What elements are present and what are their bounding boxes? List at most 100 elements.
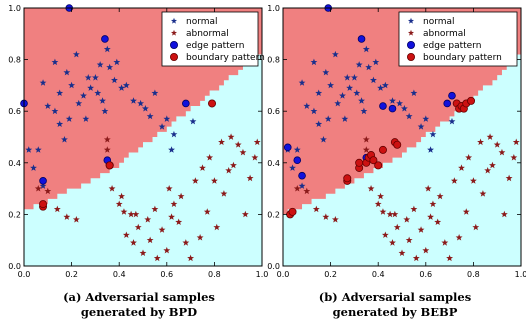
point-abnormal-b-32 xyxy=(458,164,465,171)
point-abnormal-a-6 xyxy=(103,146,111,153)
legend-marker-b-3 xyxy=(406,53,415,62)
caption-b: (b) Adversarial samples generated by BEB… xyxy=(264,290,526,320)
point-normal-b-6 xyxy=(310,107,318,115)
point-abnormal-b-27 xyxy=(436,192,444,200)
legend-label-b-2: edge pattern xyxy=(423,41,481,51)
point-abnormal-a-7 xyxy=(108,185,116,192)
point-normal-a-17 xyxy=(82,115,90,122)
legend-marker-b-1 xyxy=(407,29,415,36)
point-abnormal-b-14 xyxy=(391,210,399,218)
point-normal-a-29 xyxy=(118,84,125,91)
series-normal-a xyxy=(25,45,197,189)
x-tick-label-b-1: 0.2 xyxy=(324,270,337,279)
point-abnormal-a-0 xyxy=(34,185,42,192)
marker-edge-pattern-a-3 xyxy=(101,35,109,43)
legend-marker-a-1 xyxy=(170,29,178,36)
legend-label-b-0: normal xyxy=(423,17,455,27)
marker-boundary-pattern-b-3 xyxy=(343,174,352,183)
point-normal-a-32 xyxy=(137,99,145,107)
legend-label-a-3: boundary pattern xyxy=(186,53,265,63)
marker-boundary-pattern-a-1 xyxy=(39,200,48,209)
marker-boundary-pattern-a-3 xyxy=(105,161,114,170)
legend-box-b xyxy=(398,11,518,67)
point-abnormal-b-4 xyxy=(331,215,339,223)
point-abnormal-b-39 xyxy=(484,166,492,174)
point-abnormal-a-45 xyxy=(246,174,254,182)
point-abnormal-a-47 xyxy=(253,138,261,146)
point-abnormal-a-17 xyxy=(144,215,152,223)
point-normal-a-33 xyxy=(141,105,149,112)
point-normal-b-36 xyxy=(417,123,425,130)
point-normal-b-34 xyxy=(405,112,413,120)
point-normal-a-37 xyxy=(163,115,171,122)
point-abnormal-a-42 xyxy=(234,141,242,148)
point-abnormal-a-30 xyxy=(191,177,199,184)
point-normal-b-17 xyxy=(341,115,349,122)
point-abnormal-b-1 xyxy=(303,187,311,195)
point-normal-b-37 xyxy=(422,115,430,122)
point-abnormal-a-29 xyxy=(187,254,195,262)
panel-a: 0.0 0.2 0.4 0.6 0.8 1.0 0.0 0.2 0.4 0.6 0.8 1.0 norm… xyxy=(8,4,268,279)
point-abnormal-a-13 xyxy=(130,239,137,246)
point-abnormal-a-44 xyxy=(241,210,249,218)
point-abnormal-a-16 xyxy=(139,249,147,257)
point-normal-a-10 xyxy=(61,135,68,143)
point-normal-b-29 xyxy=(377,84,384,91)
point-normal-b-19 xyxy=(346,84,354,91)
point-abnormal-b-44 xyxy=(500,210,508,218)
point-normal-a-1 xyxy=(30,164,37,171)
legend-box-a xyxy=(161,11,259,67)
point-abnormal-b-5 xyxy=(362,135,370,143)
y-tick-label-b-5: 1.0 xyxy=(267,4,280,13)
marker-boundary-pattern-b-13 xyxy=(393,140,402,149)
marker-boundary-pattern-a-4 xyxy=(208,99,217,108)
point-abnormal-b-24 xyxy=(427,213,434,220)
point-abnormal-a-32 xyxy=(199,164,206,171)
point-abnormal-a-41 xyxy=(230,161,237,169)
point-abnormal-a-14 xyxy=(132,210,140,218)
legend-label-b-1: abnormal xyxy=(423,29,466,39)
point-abnormal-b-0 xyxy=(293,185,301,192)
point-abnormal-b-36 xyxy=(472,223,480,231)
y-tick-label-a-3: 0.6 xyxy=(8,107,21,116)
point-normal-b-15 xyxy=(334,99,342,107)
point-abnormal-b-23 xyxy=(424,185,432,192)
point-abnormal-b-25 xyxy=(429,200,437,207)
marker-edge-pattern-b-0 xyxy=(283,143,292,152)
point-normal-b-27 xyxy=(370,76,377,84)
point-normal-a-19 xyxy=(87,84,95,91)
plot-frame-b xyxy=(282,7,522,267)
point-normal-a-28 xyxy=(113,58,121,66)
legend-label-b-3: boundary pattern xyxy=(423,53,502,63)
y-tick-label-b-1: 0.2 xyxy=(267,210,280,219)
point-abnormal-b-20 xyxy=(412,254,420,262)
point-normal-a-23 xyxy=(99,97,106,104)
point-normal-a-25 xyxy=(103,45,111,53)
legend-label-a-1: abnormal xyxy=(186,29,229,39)
point-abnormal-a-26 xyxy=(175,218,183,226)
point-abnormal-b-9 xyxy=(377,192,384,200)
point-abnormal-b-29 xyxy=(446,254,454,262)
point-normal-a-27 xyxy=(111,76,118,84)
point-normal-b-14 xyxy=(331,50,339,58)
caption-b-line-1: (b) Adversarial samples xyxy=(318,290,472,304)
point-abnormal-b-34 xyxy=(465,154,473,161)
x-tick-label-a-4: 0.8 xyxy=(208,270,221,279)
point-abnormal-a-37 xyxy=(218,138,225,146)
x-tick-label-a-1: 0.2 xyxy=(65,270,78,279)
panel-b: 0.0 0.2 0.4 0.6 0.8 1.0 0.0 0.2 0.4 0.6 0.8 1.0 norm… xyxy=(267,4,526,279)
legend-marker-a-2 xyxy=(169,41,178,50)
marker-boundary-pattern-b-9 xyxy=(369,156,378,165)
point-normal-a-38 xyxy=(168,146,175,153)
point-abnormal-a-21 xyxy=(158,226,166,233)
point-abnormal-a-1 xyxy=(44,187,52,195)
legend-marker-a-3 xyxy=(169,53,178,62)
series-abnormal-a xyxy=(34,133,261,262)
point-abnormal-b-6 xyxy=(362,146,370,153)
point-abnormal-a-25 xyxy=(170,200,178,207)
point-abnormal-a-31 xyxy=(196,234,204,241)
point-normal-b-26 xyxy=(365,63,373,71)
marker-boundary-pattern-b-5 xyxy=(355,158,364,167)
marker-edge-pattern-b-7 xyxy=(388,104,397,113)
point-normal-b-40 xyxy=(448,117,456,125)
